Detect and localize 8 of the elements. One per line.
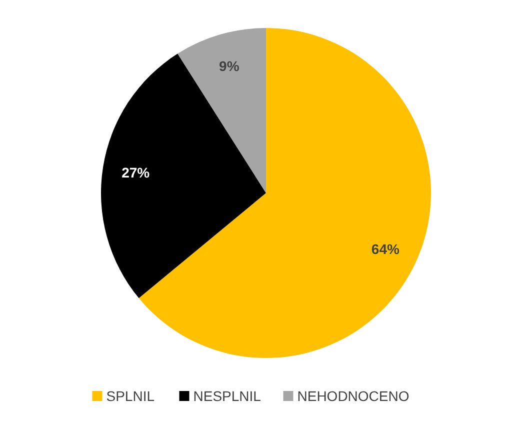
data-label: 64%	[371, 241, 400, 258]
legend-label: NESPLNIL	[193, 388, 262, 404]
pie-slice	[178, 28, 266, 193]
data-label: 27%	[122, 164, 150, 180]
legend-label: SPLNIL	[106, 388, 155, 404]
pie-slice	[101, 54, 266, 298]
legend-label: NEHODNOCENO	[297, 388, 410, 404]
data-label: 9%	[219, 58, 240, 74]
